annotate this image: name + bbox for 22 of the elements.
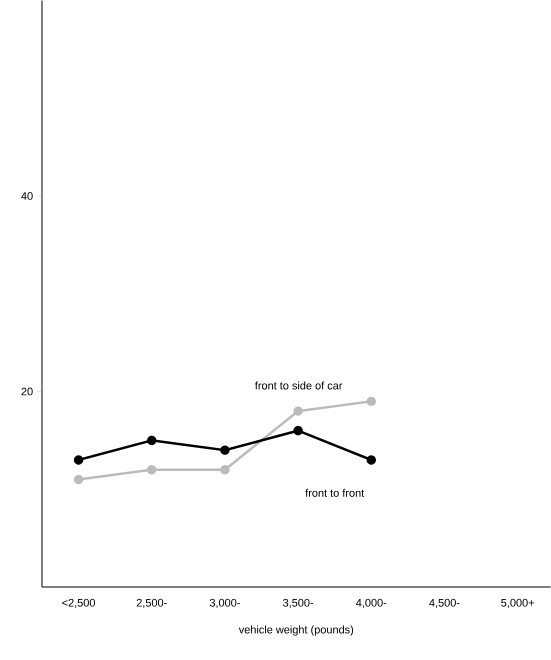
x-tick-label: 2,500- [136, 598, 167, 608]
point [366, 396, 376, 406]
x-tick-label: 3,500- [282, 598, 314, 608]
point [366, 455, 376, 465]
point [74, 474, 84, 484]
point [220, 465, 230, 474]
point [220, 445, 230, 455]
x-tick-label: 4,500- [429, 598, 460, 608]
x-tick-label: <2,500 [62, 598, 95, 608]
point [146, 465, 156, 474]
x-tick-label: 4,000- [356, 598, 386, 608]
point [293, 426, 303, 436]
y-tick-label: 20 [21, 388, 33, 396]
point [293, 406, 303, 416]
point [74, 455, 84, 465]
x-tick-label: 3,000- [210, 598, 240, 608]
point [146, 436, 156, 446]
text: front to front [305, 488, 364, 497]
x-axis-title: vehicle weight (pounds) [238, 625, 354, 636]
x-tick-label: 5,000+ [501, 598, 534, 608]
series-label: front to side of car [254, 381, 342, 390]
y-tick-label: 40 [21, 192, 33, 200]
